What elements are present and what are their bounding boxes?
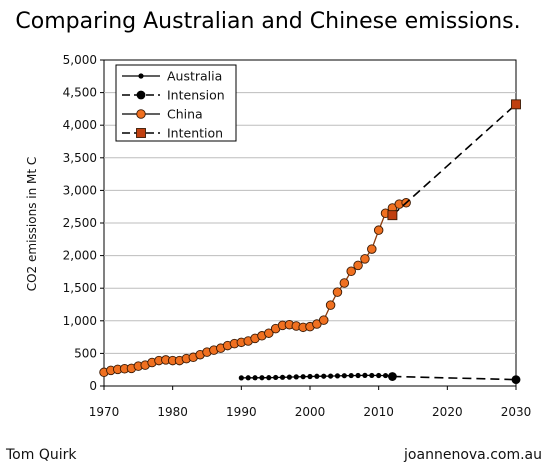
data-point [348,372,354,379]
y-tick-label: 4,000 [63,118,97,132]
x-axis-ticks: 1970 1980 1990 2000 2010 2020 2030 [89,386,532,419]
data-point [307,373,313,380]
legend-marker [136,90,146,100]
data-point [318,315,329,325]
data-point [341,373,347,379]
data-point [266,375,272,381]
data-point [321,373,327,379]
legend-marker [136,128,146,138]
data-point [367,244,377,254]
legend-label: Intention [167,126,223,141]
legend-item-intention: Intention [122,126,223,141]
credit-right: joannenova.com.au [403,447,542,463]
data-point [259,375,265,381]
y-axis-label: CO2 emissions in Mt C [25,157,39,292]
data-point [362,372,368,378]
y-tick-label: 0 [89,379,97,393]
legend-label: China [167,107,203,122]
data-point [376,372,382,379]
x-tick-label: 1980 [157,405,188,419]
data-point [334,373,341,379]
legend-marker [138,73,144,79]
data-point [252,375,258,381]
data-point [300,374,306,380]
y-tick-label: 500 [74,346,97,360]
y-tick-label: 4,500 [63,86,97,100]
data-point [325,300,336,310]
data-point [328,373,334,379]
data-point [279,374,286,380]
data-point [245,375,251,381]
data-point [314,373,320,379]
x-tick-label: 1990 [226,405,257,419]
data-point [286,374,292,380]
data-point [353,260,363,271]
legend-label: Intension [167,88,225,103]
series-intension [388,372,521,385]
credit-left: Tom Quirk [5,447,77,463]
x-tick-label: 1970 [89,405,120,419]
data-point [511,99,521,110]
data-point [387,210,398,221]
series-intention [387,99,521,221]
data-point [273,374,279,381]
data-point [355,372,361,379]
data-point [373,225,384,235]
legend-item-intension: Intension [122,88,225,103]
x-tick-label: 2000 [295,405,326,419]
legend: Australia Intension China Intention [115,64,237,142]
legend-marker [136,109,146,119]
y-axis-ticks: 0 500 1,000 1,500 2,000 2,500 3,000 3,500 4,000 4… [63,53,104,393]
data-point [369,372,375,379]
data-point [264,328,274,338]
x-tick-label: 2020 [432,405,463,419]
series-china [99,198,411,378]
y-tick-label: 1,000 [63,314,97,328]
data-point [511,375,521,385]
series-line [391,103,517,216]
series-line [103,202,407,373]
y-tick-label: 1,500 [63,281,97,295]
y-tick-label: 2,000 [63,249,97,263]
chart-title: Comparing Australian and Chinese emissio… [15,9,520,34]
y-tick-label: 2,500 [63,216,97,230]
data-point [238,375,244,381]
series-australia [238,372,395,381]
data-point [388,372,397,381]
y-tick-label: 3,500 [63,151,97,165]
series-layer [99,99,521,385]
legend-item-china: China [122,107,203,122]
x-tick-label: 2030 [501,405,532,419]
y-tick-label: 3,000 [63,183,97,197]
data-point [293,374,299,380]
data-point [360,254,370,264]
data-point [332,287,343,297]
data-point [382,372,389,379]
x-tick-label: 2010 [363,405,394,419]
legend-item-australia: Australia [122,69,222,84]
y-tick-label: 5,000 [63,53,97,67]
legend-label: Australia [167,69,222,84]
data-point [339,278,350,288]
legend-box [115,64,237,142]
data-point [346,266,356,276]
series-line [392,375,517,381]
